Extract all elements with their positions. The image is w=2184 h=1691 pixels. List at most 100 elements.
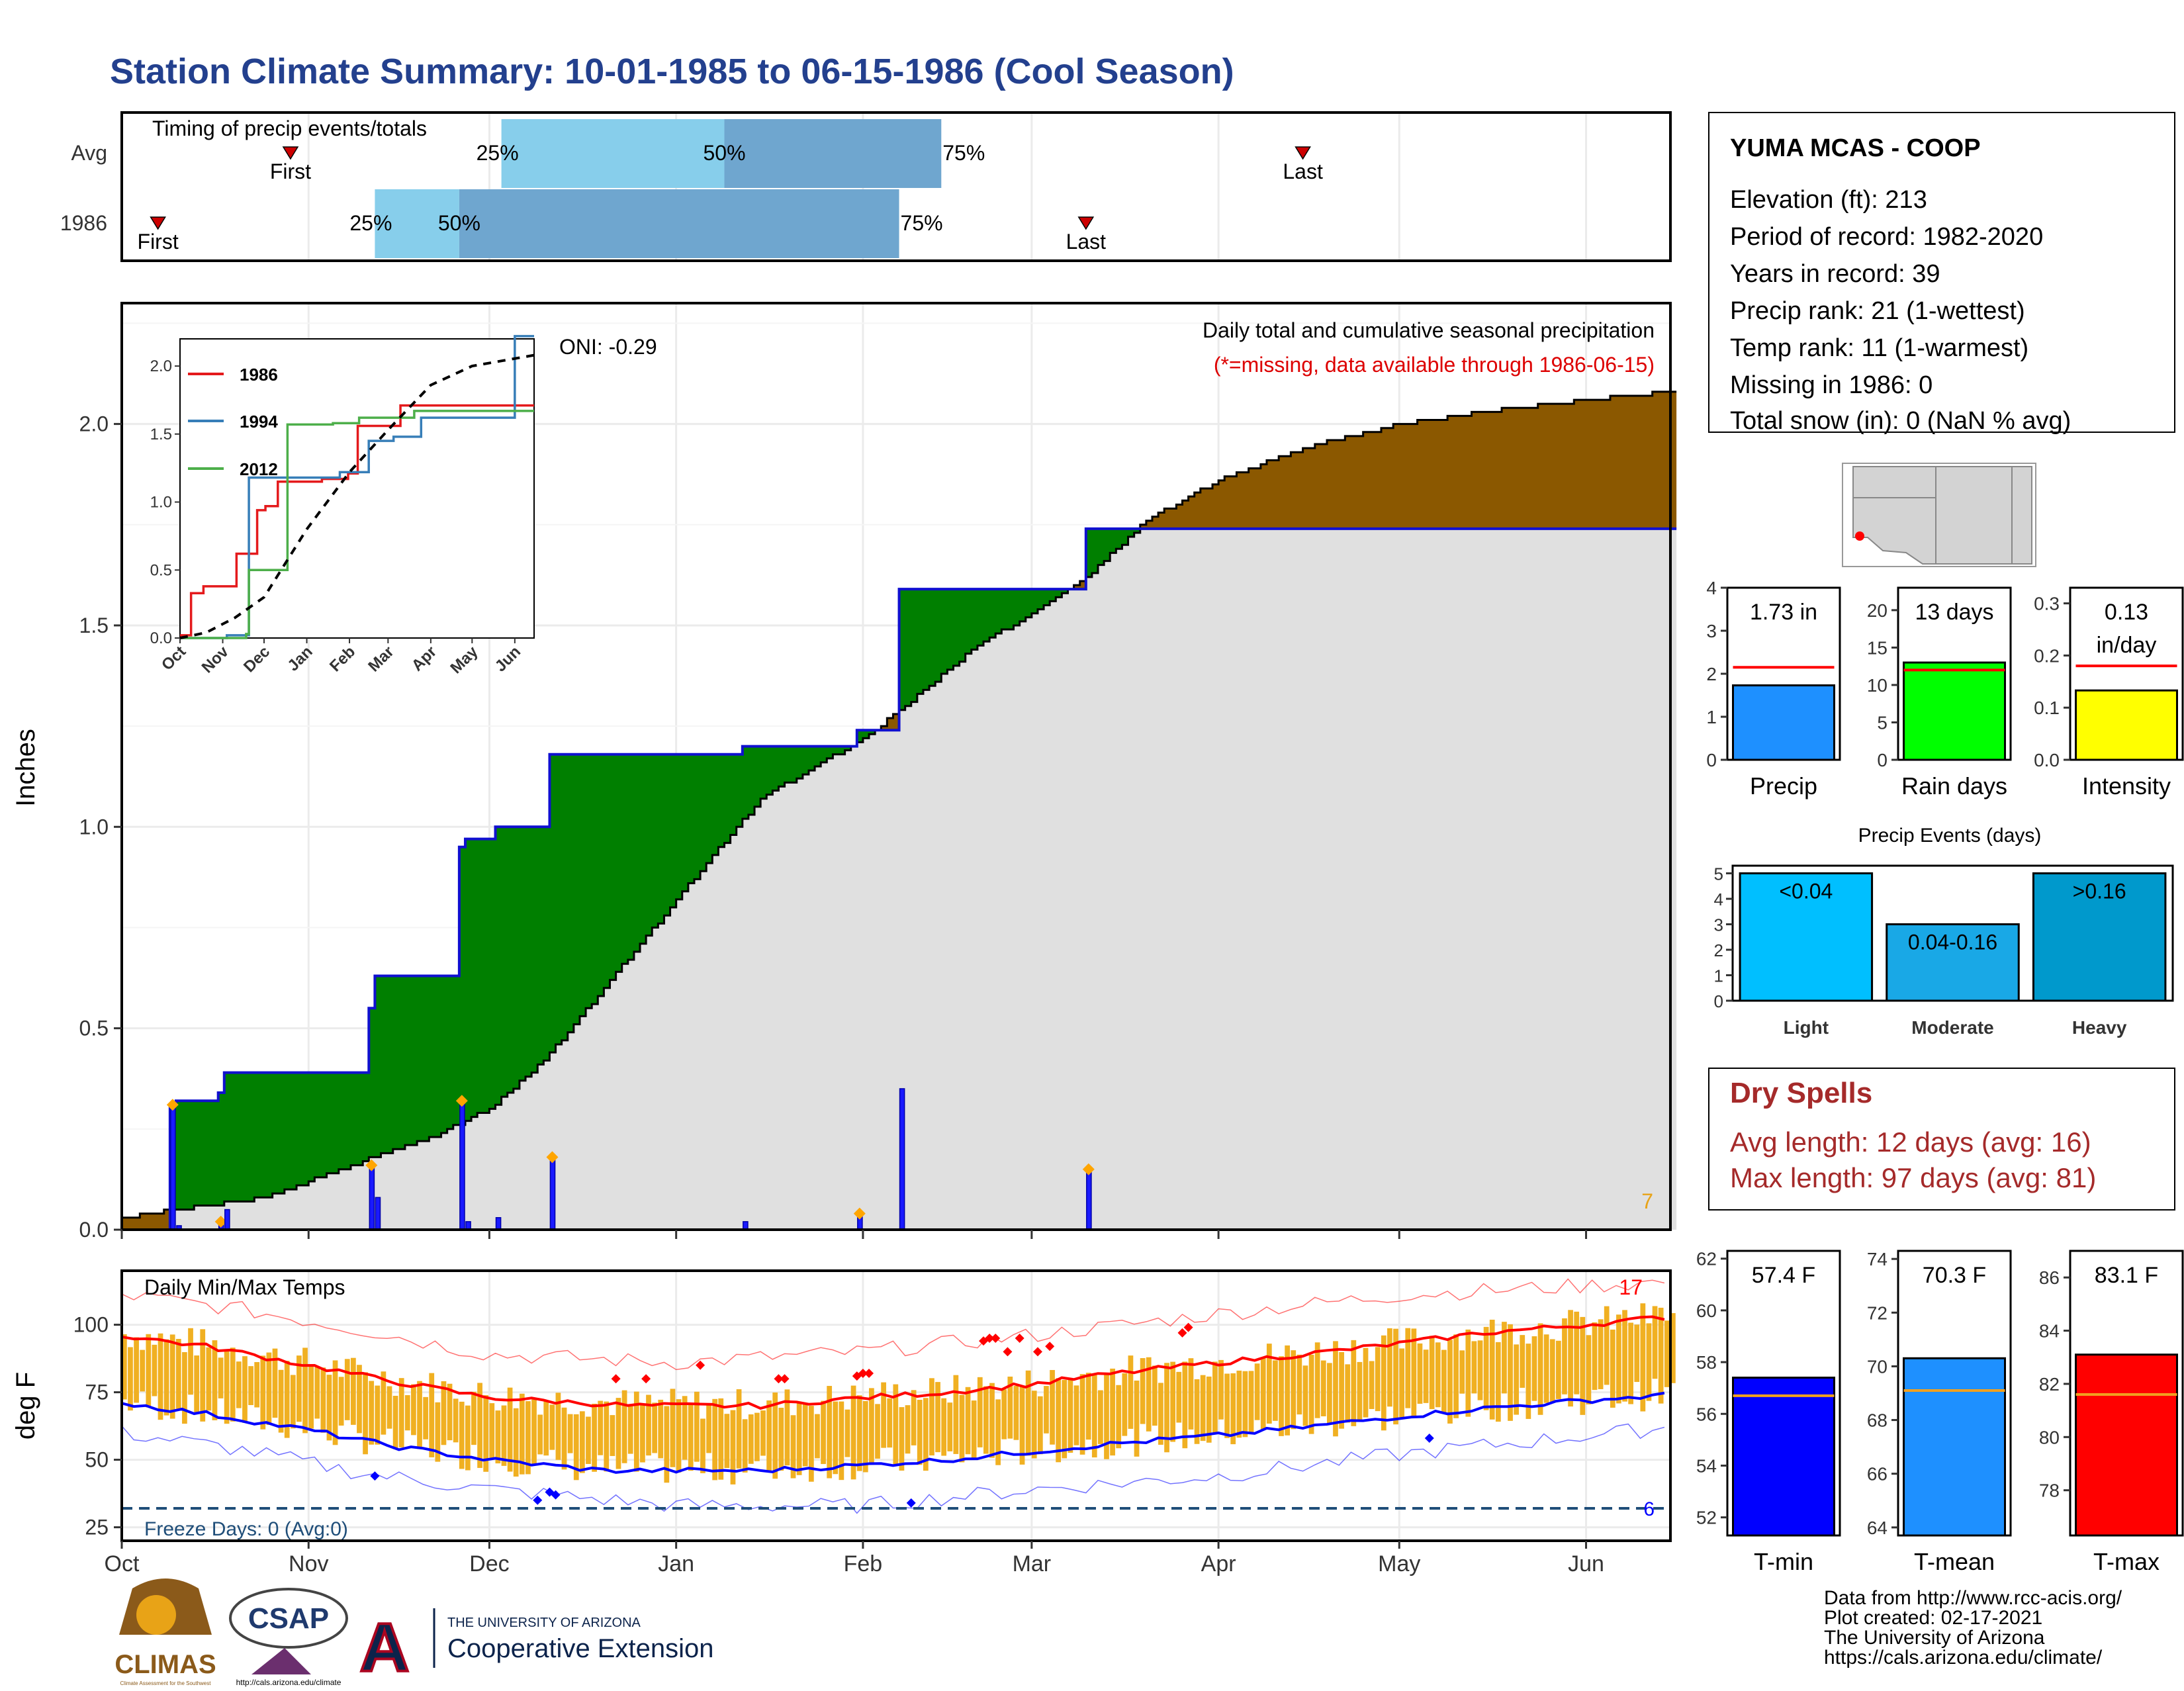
month-label-apr: Apr [1201,1551,1236,1577]
csap-logo-cloud [229,1588,348,1649]
daily-temp-range-bar [1387,1328,1392,1407]
daily-temp-range-bar [953,1375,959,1454]
daily-temp-range-bar [706,1405,711,1453]
temp-bar-category-label-2: T-max [2093,1548,2160,1575]
daily-temp-range-bar [1001,1389,1007,1440]
daily-temp-range-bar [423,1396,428,1440]
temp-bar-tick-label-0-3: 58 [1696,1352,1717,1373]
inset-x-tick-label-nov: Nov [199,643,233,677]
daily-temp-range-bar [850,1385,856,1480]
precip-daily-marker-9 [546,1151,559,1164]
footer-line-university: The University of Arizona [1824,1627,2045,1649]
precip-daily-bar-12 [899,1088,905,1230]
daily-temp-range-bar [1285,1345,1291,1436]
temp-bar-value-label-0: 57.4 F [1752,1263,1815,1288]
daily-temp-range-bar [513,1408,519,1477]
inset-x-tick-label-apr: Apr [408,643,440,674]
daily-temp-range-bar [1531,1336,1537,1401]
daily-temp-range-bar [995,1399,1001,1465]
inset-plot-area [179,338,535,639]
temp-bar-value-bar-t-mean [1903,1357,2006,1537]
record-low-marker-1 [533,1495,543,1505]
daily-temp-range-bar [134,1337,139,1403]
daily-temp-range-bar [633,1391,639,1472]
daily-temp-range-bar [1206,1376,1212,1443]
daily-temp-range-bar [230,1348,236,1422]
precip-events-tick-label-5: 5 [1714,864,1723,884]
daily-temp-range-bar [694,1391,700,1462]
daily-temp-range-bar [935,1382,940,1453]
precip-events-category-label-moderate: Moderate [1911,1017,1993,1038]
temps-panel-label: Daily Min/Max Temps [144,1275,345,1299]
daily-temp-range-bar [815,1414,820,1459]
summary-bar-tick-label-2-3: 0.3 [2034,594,2060,614]
daily-temp-range-bar [1013,1385,1019,1440]
daily-temp-range-bar [658,1399,664,1459]
daily-temp-range-bar [929,1378,934,1456]
dry-spells-frame [1708,1068,2175,1211]
daily-temp-range-bar [483,1395,489,1472]
precip-events-tick-label-3: 3 [1714,915,1723,935]
daily-temp-range-bar [1302,1365,1308,1426]
freeze-days-label: Freeze Days: 0 (Avg:0) [144,1518,348,1540]
temp-bar-value-label-2: 83.1 F [2095,1263,2158,1288]
daily-temp-range-bar [152,1344,158,1396]
daily-temp-range-bar [1110,1368,1115,1456]
daily-temp-range-bar [856,1395,862,1471]
timing-label-avg-last: Last [1283,160,1323,183]
daily-temp-range-bar [212,1340,218,1420]
record-low-marker-4 [906,1498,916,1508]
daily-temp-range-bar [175,1339,181,1409]
daily-temp-range-bar [1393,1328,1398,1425]
timing-row-label-year: 1986 [60,211,107,235]
timing-marks: 25% 50% 75% First Last 25% 50% 75% First Last [120,114,1588,259]
summary-bar-tick-label-1-4: 20 [1867,600,1888,621]
daily-temp-range-bar [1435,1342,1441,1408]
precip-events-bar-heavy [2032,872,2167,1002]
daily-temp-range-bar [802,1404,808,1467]
temps-y-tick-label-1: 50 [85,1448,109,1472]
daily-temp-range-bar [549,1404,555,1450]
daily-temp-range-bar [489,1403,495,1459]
daily-temp-range-bar [254,1362,260,1408]
daily-temp-range-bar [1242,1371,1248,1438]
daily-temp-range-bar [718,1398,724,1480]
daily-temp-range-bar [381,1371,387,1435]
daily-temp-range-bar [573,1414,579,1481]
page-title: Station Climate Summary: 10-01-1985 to 0… [110,52,1234,91]
climas-logo-sun [136,1595,176,1635]
daily-temp-range-bar [604,1401,610,1472]
record-high-marker-0 [611,1374,621,1384]
daily-temp-range-bar [146,1334,152,1408]
inset-y-tick-label-4: 2.0 [150,357,172,375]
daily-temp-range-bar [1483,1326,1489,1410]
record-high-marker-6 [864,1369,874,1379]
timing-label-avg-75: 75% [942,141,985,165]
daily-temp-range-bar [917,1400,923,1465]
record-high-marker-15 [1183,1322,1193,1332]
daily-temp-range-bar [1459,1350,1465,1394]
daily-temp-range-bar [302,1348,308,1434]
temp-bar-tick-label-1-2: 68 [1867,1410,1888,1431]
station-line-snow: Total snow (in): 0 (NaN % avg) [1730,407,2071,435]
summary-bar-tick-label-1-1: 5 [1877,712,1888,733]
daily-temp-range-bar [766,1400,772,1473]
normal-min-temp-line [121,1391,1665,1474]
daily-temp-range-bar [1525,1344,1531,1419]
temp-bar-tick-label-0-0: 52 [1696,1508,1717,1528]
daily-temp-range-bar [1489,1319,1495,1420]
temp-bar-tick-label-2-2: 82 [2039,1374,2060,1394]
daily-temp-range-bar [1592,1322,1598,1391]
daily-temp-range-bar [959,1394,965,1463]
precip-daily-bar-0 [170,1104,176,1230]
inset-y-tick-label-2: 1.0 [150,494,172,512]
daily-temp-range-bar [308,1365,314,1429]
daily-temp-range-bar [567,1414,573,1453]
daily-temp-range-bar [1104,1374,1109,1459]
precip-daily-marker-2 [214,1215,227,1228]
summary-bar-category-label-2: Intensity [2082,772,2171,800]
daily-temp-range-bar [1453,1334,1459,1418]
precip-events-title: Precip Events (days) [1858,825,2042,846]
record-low-marker-3 [551,1490,561,1500]
station-line-temp-rank: Temp rank: 11 (1-warmest) [1730,334,2028,362]
